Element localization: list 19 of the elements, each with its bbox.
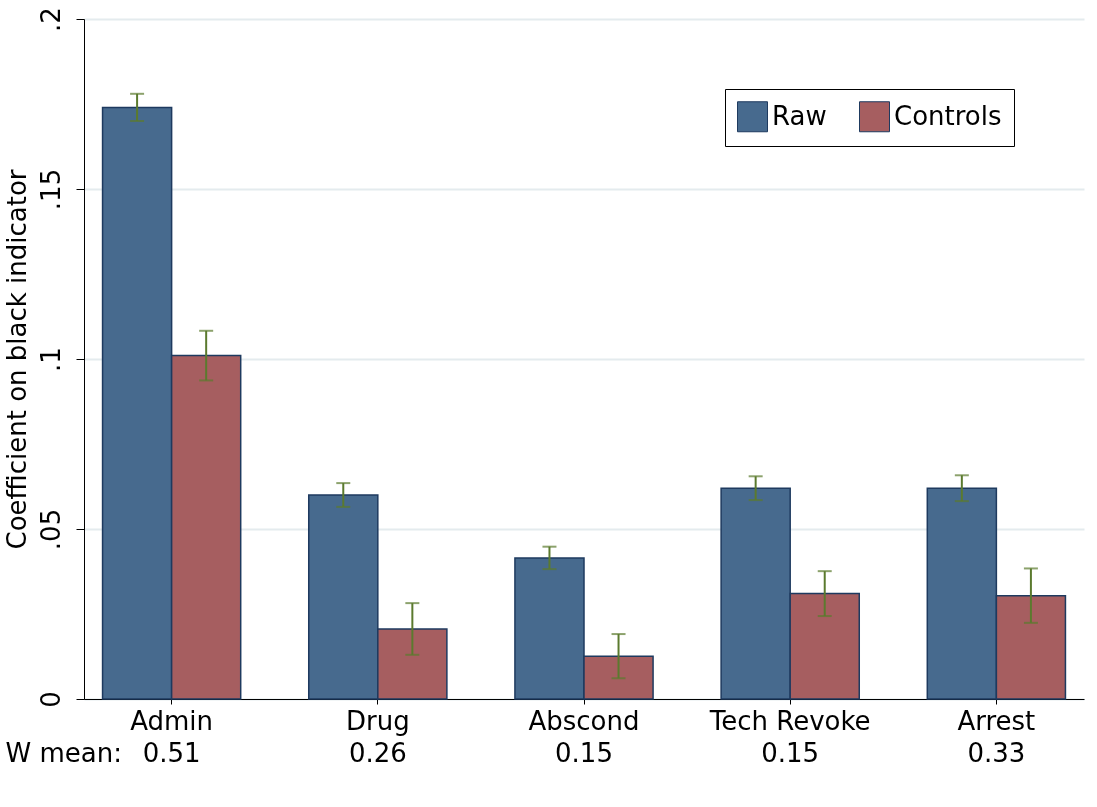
text: 0.15 — [555, 738, 613, 768]
x-tick-label: Abscond — [528, 705, 640, 736]
y-tick-label: .1 — [35, 347, 66, 372]
text: 0.33 — [967, 738, 1026, 768]
text: W mean: — [5, 738, 122, 768]
text: 0.51 — [142, 738, 201, 768]
legend-label: Raw — [772, 100, 827, 131]
x-tick-label: Drug — [345, 705, 410, 736]
text: 0.15 — [761, 738, 820, 768]
y-tick-label: .15 — [35, 168, 66, 211]
text: 0.26 — [348, 738, 407, 768]
x-tick-label: Admin — [130, 705, 214, 736]
x-tick-label: Arrest — [957, 705, 1036, 736]
y-tick-label: .05 — [35, 508, 66, 551]
legend-label: Controls — [894, 100, 1002, 131]
y-tick-label: 0 — [35, 691, 66, 708]
y-tick-label: .2 — [35, 7, 66, 32]
y-axis-title: Coefficient on black indicator — [1, 169, 32, 550]
x-tick-label: Tech Revoke — [708, 705, 871, 736]
